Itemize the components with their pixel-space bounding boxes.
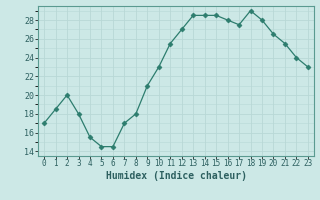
X-axis label: Humidex (Indice chaleur): Humidex (Indice chaleur): [106, 171, 246, 181]
